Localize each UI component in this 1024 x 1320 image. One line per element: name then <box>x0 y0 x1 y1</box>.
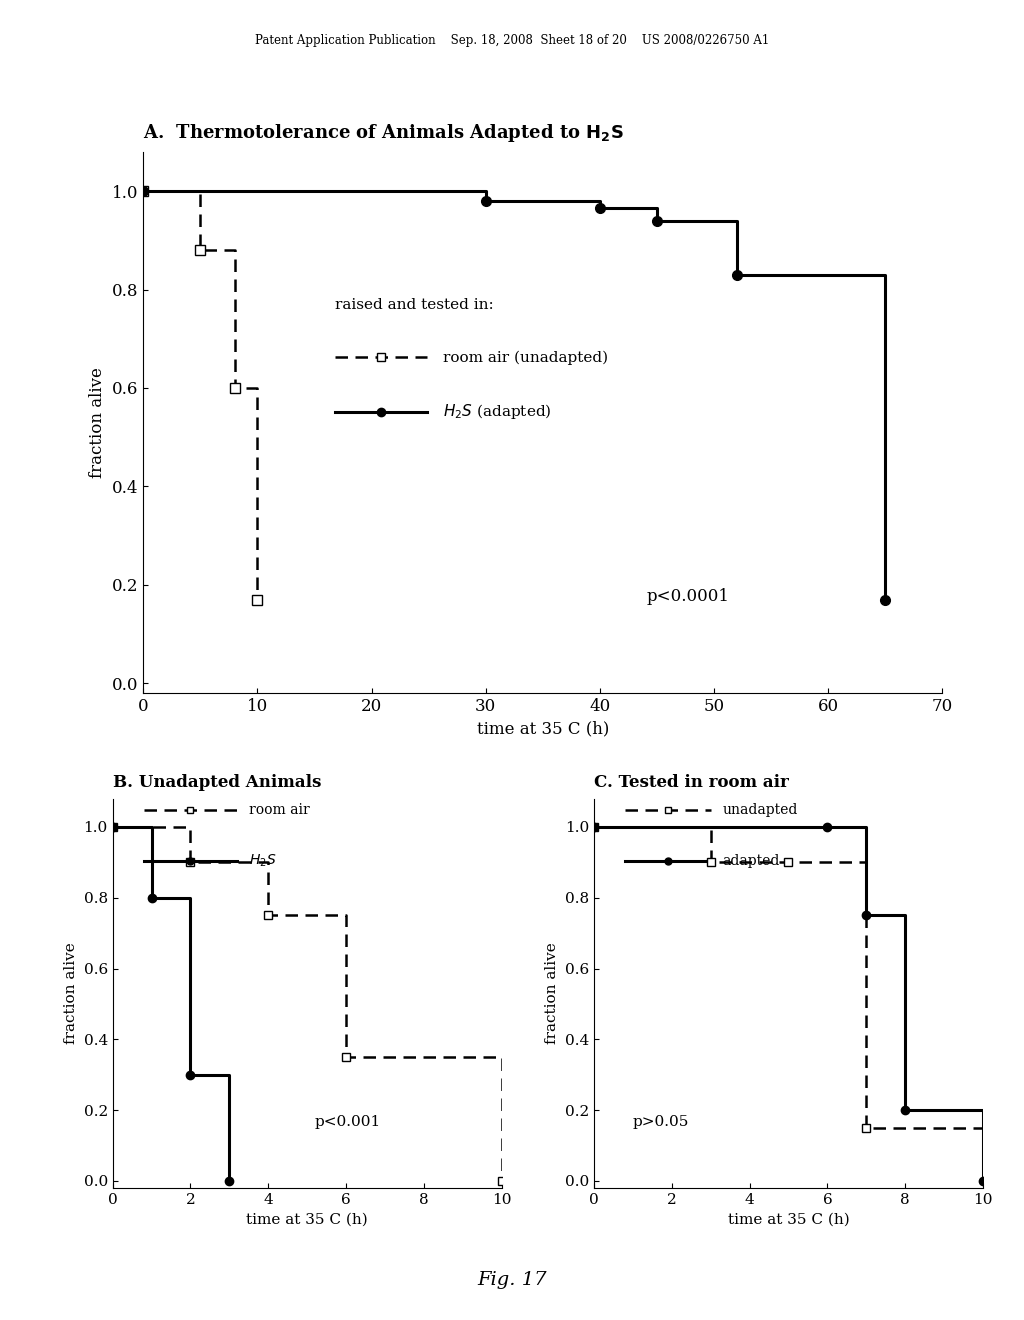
Text: room air (unadapted): room air (unadapted) <box>442 350 608 364</box>
X-axis label: time at 35 C (h): time at 35 C (h) <box>247 1212 368 1226</box>
Text: unadapted: unadapted <box>722 804 798 817</box>
Y-axis label: fraction alive: fraction alive <box>545 942 559 1044</box>
Text: p<0.001: p<0.001 <box>315 1114 381 1129</box>
Y-axis label: fraction alive: fraction alive <box>63 942 78 1044</box>
Text: $H_2S$ (adapted): $H_2S$ (adapted) <box>442 403 552 421</box>
Text: Fig. 17: Fig. 17 <box>477 1271 547 1290</box>
Text: room air: room air <box>249 804 309 817</box>
Y-axis label: fraction alive: fraction alive <box>89 367 106 478</box>
Text: p<0.0001: p<0.0001 <box>646 587 729 605</box>
Text: $H_2S$: $H_2S$ <box>249 853 276 869</box>
Text: C. Tested in room air: C. Tested in room air <box>594 775 788 792</box>
Text: p>0.05: p>0.05 <box>633 1114 689 1129</box>
X-axis label: time at 35 C (h): time at 35 C (h) <box>476 721 609 738</box>
Text: adapted: adapted <box>722 854 779 869</box>
Text: raised and tested in:: raised and tested in: <box>335 298 494 312</box>
Text: B. Unadapted Animals: B. Unadapted Animals <box>113 775 321 792</box>
Text: Patent Application Publication    Sep. 18, 2008  Sheet 18 of 20    US 2008/02267: Patent Application Publication Sep. 18, … <box>255 34 769 48</box>
Text: A.  Thermotolerance of Animals Adapted to $\mathbf{H_2S}$: A. Thermotolerance of Animals Adapted to… <box>143 121 625 144</box>
X-axis label: time at 35 C (h): time at 35 C (h) <box>728 1212 849 1226</box>
